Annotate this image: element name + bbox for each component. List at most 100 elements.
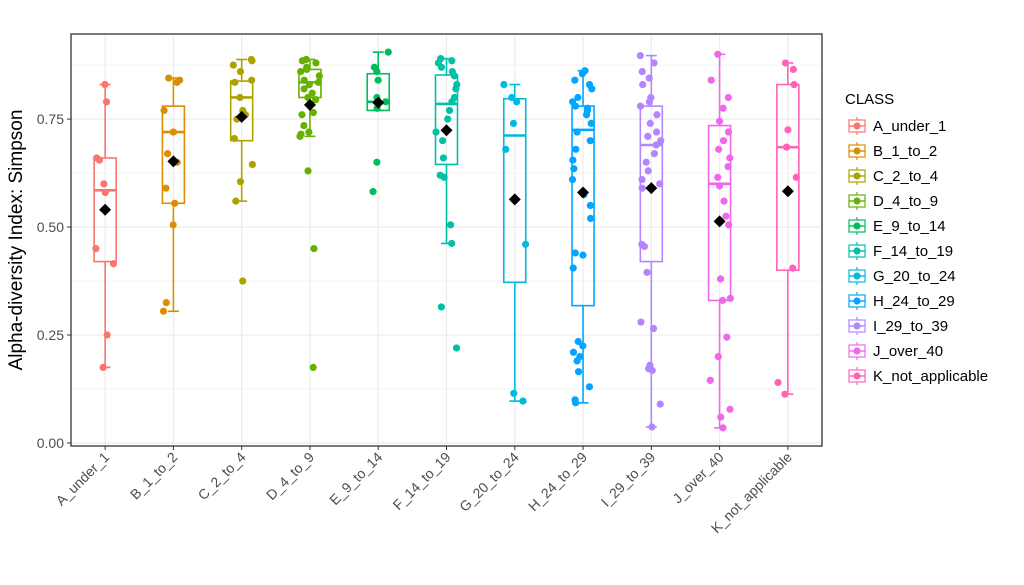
- data-point: [248, 76, 256, 84]
- data-point: [650, 150, 658, 158]
- data-point: [587, 119, 595, 127]
- points-C_2_to_4: [229, 55, 256, 285]
- data-point: [714, 173, 722, 181]
- legend-label: H_24_to_29: [873, 293, 955, 310]
- data-point: [707, 76, 715, 84]
- data-point: [579, 251, 587, 259]
- data-point: [303, 65, 311, 74]
- data-point: [92, 245, 100, 253]
- data-point: [446, 221, 455, 229]
- points-A_under_1: [92, 80, 118, 372]
- data-point: [714, 353, 722, 361]
- legend-label: G_20_to_24: [873, 268, 956, 285]
- data-point: [648, 366, 656, 375]
- data-point: [650, 59, 658, 67]
- data-point: [578, 70, 586, 78]
- legend-item-C_2_to_4: C_2_to_4: [848, 167, 938, 185]
- data-point: [722, 212, 730, 220]
- mean-marker: [303, 98, 316, 111]
- data-point: [644, 132, 652, 140]
- data-point: [444, 115, 452, 123]
- legend-label: A_under_1: [873, 118, 946, 135]
- data-point: [645, 98, 654, 106]
- data-point: [229, 61, 237, 69]
- data-point: [382, 98, 390, 106]
- data-point: [774, 378, 782, 387]
- data-point: [586, 201, 594, 210]
- data-point: [165, 74, 173, 82]
- points-F_14_to_19: [432, 55, 461, 352]
- data-point: [570, 165, 578, 173]
- data-point: [643, 268, 651, 276]
- data-point: [714, 50, 722, 58]
- data-point: [781, 59, 790, 67]
- legend-item-H_24_to_29: H_24_to_29: [848, 292, 955, 310]
- data-point: [298, 111, 306, 119]
- data-point: [160, 106, 168, 115]
- data-point: [309, 363, 317, 372]
- data-point: [639, 80, 647, 89]
- data-point: [248, 57, 256, 65]
- legend-key-point: [853, 222, 861, 230]
- data-point: [642, 158, 650, 166]
- y-axis: 0.00 0.25 0.50 0.75: [37, 111, 71, 451]
- data-point: [585, 383, 594, 391]
- legend: CLASS A_under_1 B_1_to_2 C_2_to_4 D_4_to_9 E…: [845, 91, 988, 385]
- data-point: [448, 57, 456, 65]
- mean-marker: [713, 215, 726, 228]
- data-point: [789, 264, 797, 272]
- data-point: [437, 63, 446, 71]
- data-point: [723, 333, 731, 341]
- data-point: [310, 245, 318, 253]
- box-iqr: [229, 80, 254, 142]
- data-point: [109, 260, 118, 268]
- data-point: [646, 119, 654, 127]
- data-point: [384, 48, 392, 56]
- data-point: [101, 80, 109, 89]
- data-point: [102, 98, 111, 106]
- data-point: [579, 342, 587, 350]
- data-point: [586, 137, 594, 145]
- data-point: [726, 294, 734, 302]
- data-point: [637, 318, 645, 326]
- legend-key-point: [853, 247, 861, 255]
- data-point: [99, 363, 107, 372]
- data-point: [653, 111, 661, 119]
- data-point: [437, 303, 445, 311]
- data-point: [715, 117, 724, 125]
- data-point: [305, 128, 313, 136]
- data-point: [645, 74, 653, 82]
- data-point: [173, 78, 181, 86]
- data-point: [231, 78, 239, 86]
- data-point: [300, 85, 308, 93]
- points-D_4_to_9: [296, 55, 323, 372]
- data-point: [719, 424, 727, 432]
- data-point: [432, 128, 440, 136]
- legend-item-E_9_to_14: E_9_to_14: [848, 217, 946, 235]
- legend-label: F_14_to_19: [873, 243, 953, 260]
- mean-marker: [781, 185, 794, 198]
- mean-marker: [372, 96, 385, 109]
- data-point: [95, 156, 104, 164]
- data-point: [445, 106, 454, 115]
- mean-marker: [577, 186, 590, 199]
- y-tick-label: 0.25: [37, 327, 64, 343]
- data-point: [569, 348, 578, 356]
- data-point: [162, 299, 170, 307]
- box-iqr: [571, 105, 595, 307]
- data-point: [636, 51, 644, 60]
- data-point: [308, 89, 316, 97]
- legend-item-K_not_applicable: K_not_applicable: [848, 367, 988, 385]
- mean-marker: [440, 124, 453, 137]
- data-point: [636, 102, 645, 110]
- mean-marker: [99, 203, 112, 216]
- data-point: [163, 150, 172, 158]
- data-point: [725, 221, 733, 229]
- data-point: [784, 126, 792, 134]
- data-point: [296, 132, 304, 140]
- mean-marker: [645, 182, 658, 195]
- data-point: [715, 182, 724, 190]
- legend-key-point: [853, 347, 861, 355]
- data-point: [373, 158, 381, 166]
- data-point: [450, 72, 458, 80]
